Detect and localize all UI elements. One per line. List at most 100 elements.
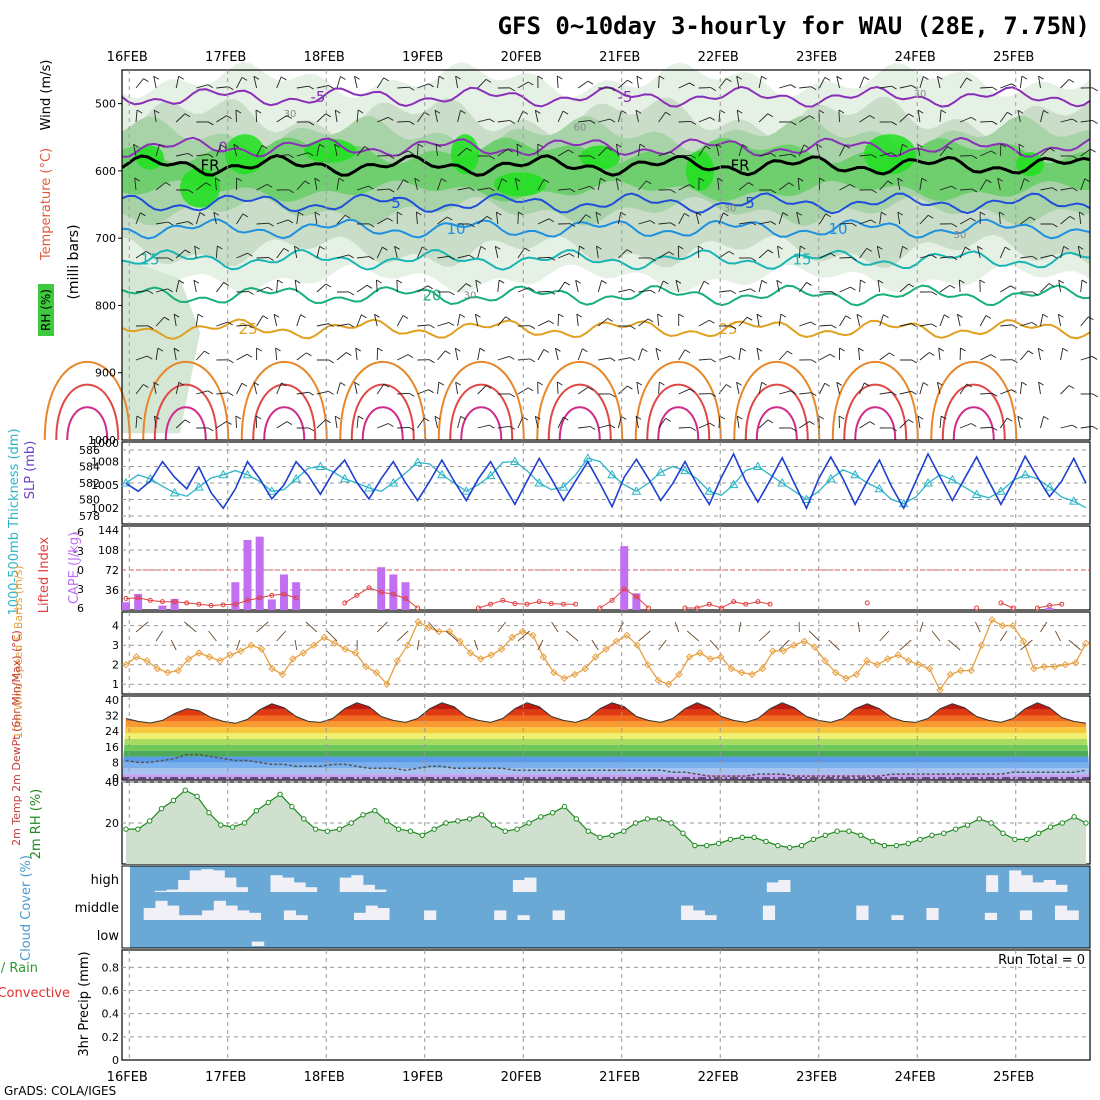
cloud-bar-middle [552, 910, 565, 920]
thickness-marker [607, 469, 617, 479]
rh-marker [1071, 814, 1077, 820]
wind-speed-marker [831, 668, 840, 677]
rh-marker [727, 836, 734, 843]
wind-barb-flag [1021, 75, 1028, 80]
wind-speed-marker [946, 670, 955, 679]
wind-barb-flag [726, 78, 732, 82]
wind-barb [153, 110, 157, 123]
thickness-marker [412, 457, 423, 466]
rh-contour-label: 60 [574, 123, 587, 134]
wind-barb [799, 115, 810, 123]
wind-barb [758, 113, 769, 123]
wind-barb [437, 322, 450, 327]
wind-speed-marker [299, 649, 308, 657]
wind-barb [618, 249, 628, 259]
wind-barb-flag [911, 85, 917, 89]
wind-speed-marker [550, 668, 558, 677]
wind-barb [416, 246, 423, 259]
tick-label-precip: 0.8 [102, 961, 120, 974]
wind-barb [276, 248, 285, 259]
wind-barb [577, 80, 589, 89]
wind-barb-flag [716, 143, 722, 148]
wind-barb-flag [355, 347, 362, 352]
rh-marker [467, 816, 473, 822]
wind-barb-flag [697, 245, 704, 250]
tick-label-temp: 32 [105, 710, 119, 723]
wind-barb-flag [670, 189, 676, 194]
surface-isotherm-loop [646, 383, 711, 441]
thickness-marker [680, 465, 690, 475]
wind-speed-marker [685, 653, 694, 661]
wind-barb-flag [241, 382, 248, 387]
wind-speed-marker [1009, 621, 1017, 630]
wind-speed-marker [320, 633, 328, 642]
li-marker [621, 586, 627, 592]
wind-barb [193, 280, 197, 293]
wind-barb-flag [374, 313, 380, 318]
wind-barb-flag [669, 151, 676, 156]
wind-barb-flag [164, 316, 170, 321]
wind-barb [314, 212, 318, 225]
cloud-bar-high [201, 869, 214, 892]
wind-barb-flag [207, 153, 214, 158]
wind-barb [153, 416, 157, 429]
surface-isotherm-loop [460, 406, 503, 441]
wind-speed-marker [873, 661, 882, 669]
wind-barb [336, 382, 341, 395]
cloud-bar-high [512, 880, 525, 892]
wind-barb [917, 144, 921, 157]
wind-barb-flag [509, 393, 516, 398]
wind-barb-flag [1058, 313, 1064, 318]
wind-barb-flag [944, 314, 950, 319]
wind-barb [435, 144, 438, 157]
wind-barb [537, 179, 545, 191]
rh-marker [846, 828, 852, 834]
date-label-top: 22FEB [698, 50, 739, 65]
surface-isotherm-loop [43, 360, 131, 441]
li-marker [500, 597, 506, 603]
thickness-marker [388, 477, 399, 487]
wind-barb [356, 416, 359, 429]
rh-marker [147, 818, 153, 824]
wind-barb-flag [809, 421, 815, 425]
wind-speed-marker [748, 670, 756, 679]
wind-barb [939, 284, 951, 293]
wind-barb [938, 348, 941, 361]
surface-isotherm-loop [437, 360, 525, 441]
wind-barb-flag [407, 354, 414, 359]
wind-barb [859, 154, 872, 157]
wind-barb-10m [155, 630, 163, 642]
cloud-bar-middle [1054, 905, 1068, 920]
wind-barb-flag [286, 115, 293, 119]
wind-barb [196, 390, 208, 395]
wind-barb [779, 390, 791, 395]
wind-barb-flag [277, 279, 283, 284]
wind-barb-flag [582, 348, 588, 353]
wind-barb-flag [184, 113, 191, 118]
wind-barb-flag [409, 392, 415, 397]
rh-marker [135, 826, 141, 832]
wind-barb [919, 254, 932, 259]
wind-barb [132, 144, 137, 157]
wind-barb-flag [931, 291, 938, 296]
wind-barb-flag [609, 424, 616, 429]
wind-barb [457, 187, 470, 191]
wind-barb [196, 84, 208, 89]
wind10m-panel: 1 2 3 4 10m Wind Speed & Barbs (m/s) [12, 565, 1091, 739]
wind-barb [175, 249, 186, 259]
wind-speed-marker [936, 686, 944, 694]
wind-barb-flag [133, 143, 139, 148]
wind-barb [276, 279, 278, 293]
tick-label-slp: 1005 [91, 479, 119, 492]
wind-speed-marker [226, 651, 235, 659]
tick-label-thickness: 586 [79, 444, 100, 457]
wind-barb-10m [376, 621, 388, 633]
wind-barb-flag [328, 359, 335, 364]
wind-barb-flag [1031, 322, 1038, 326]
wind-barb-flag [949, 284, 956, 289]
wind-barb-flag [1072, 118, 1078, 123]
wind-barb-flag [845, 315, 852, 320]
wind-barb-flag [435, 143, 442, 148]
wind-barb-flag [887, 180, 893, 185]
